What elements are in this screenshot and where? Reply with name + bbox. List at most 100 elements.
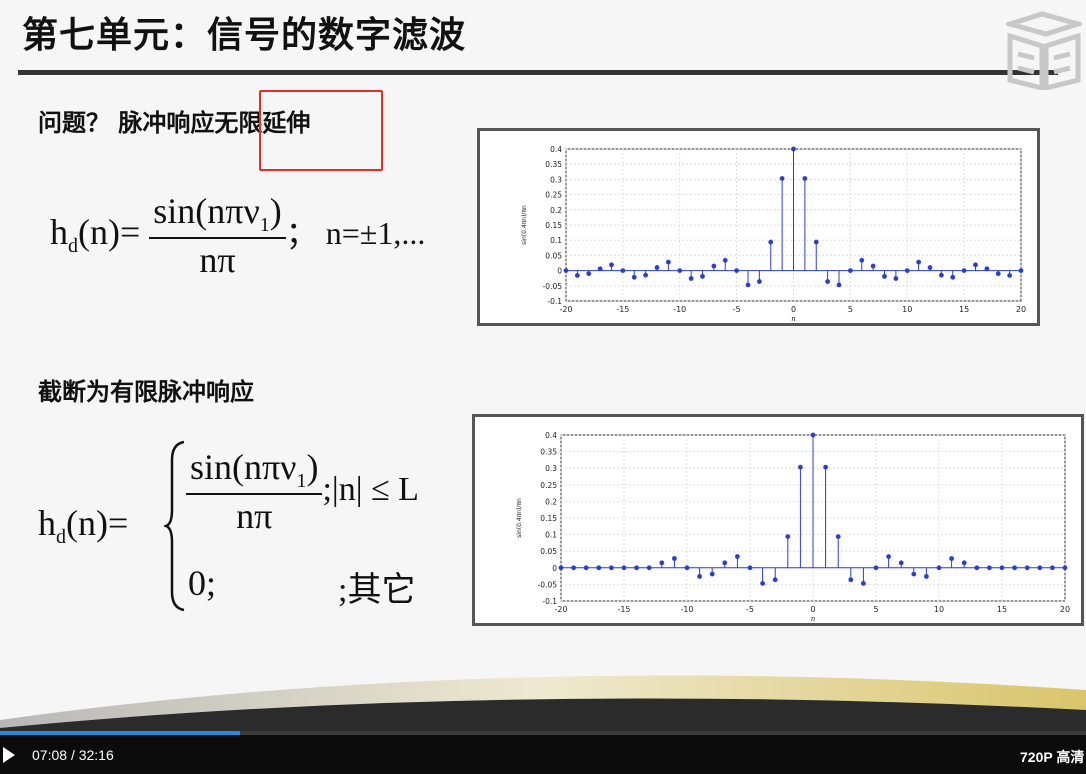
stem-point [927,265,933,270]
play-icon[interactable] [2,746,16,764]
formula1-lhs-arg: (n)= [78,211,141,252]
current-time: 07:08 [32,747,68,763]
x-tick-label: 0 [810,605,815,614]
formula2-lhs-sub: d [56,526,66,548]
stem-point [772,577,778,583]
stem-point [768,239,774,245]
formula2-cond1: ;|n| ≤ L [322,470,419,508]
formula2-zero: 0; [188,563,217,603]
y-tick-label: 0.4 [550,145,562,154]
stem-point [609,262,614,268]
y-tick-label: 0.1 [550,236,562,245]
stem-point [760,581,765,586]
stem-point [836,282,842,288]
stem-point [904,268,910,273]
formula1-num-sub: 1 [259,214,270,236]
x-tick-label: -5 [746,605,754,614]
stem-point [672,556,677,561]
chart-truncated-frame: -20 -15 -10 -5 0 5 10 15 20 0.4 0.35 0.3 0.25 0.2 0.15… [472,414,1084,626]
stem-point [1012,565,1017,571]
stem-point [747,565,753,571]
stem-point [1024,565,1030,571]
stem-point [586,271,592,277]
stem-point [734,268,740,273]
chart-truncated: -20 -15 -10 -5 0 5 10 15 20 0.4 0.35 0.3 0.25 0.2 0.15… [516,431,1070,623]
formula2-num: sin(nπν [190,447,297,487]
stem-point [597,266,603,272]
x-tick-label: 5 [873,605,878,614]
y-tick-label: 0.2 [550,206,562,215]
y-tick-label: 0.05 [545,251,562,260]
stem-point [700,273,705,279]
formula-infinite: hd(n)= sin(nπν1) nπ ； n=±1,... [50,190,425,281]
stem-point [779,176,785,181]
stem-point [654,265,660,270]
left-brace [164,440,185,612]
stem-point [870,263,876,269]
stem-point [974,565,980,571]
x-tick-label: 10 [902,305,912,314]
y-tick-label: -0.05 [543,282,563,291]
player-control-bar [0,731,1086,774]
formula-truncated: hd(n)= sin(nπν1) nπ ;|n| ≤ L 0; ;其它 [38,440,458,620]
stem-point [949,556,954,561]
stem-point [802,176,808,181]
stem-point [911,571,917,577]
stem-point [861,581,866,586]
stem-point [813,239,819,245]
formula2-lhs: h [38,503,56,543]
formula2-num-close: ) [306,447,319,487]
stem-point [1062,565,1068,571]
stem-point [596,565,602,571]
formula2-cond2: ;其它 [338,572,416,609]
y-tick-label: 0.3 [545,464,557,473]
y-tick-label: 0.1 [545,531,557,540]
formula1-num: sin(nπν [153,191,260,231]
book-logo-icon [1006,11,1082,90]
y-tick-label: 0.15 [540,514,557,523]
progress-fill [0,731,240,735]
formula2-den: nπ [186,493,323,537]
formula2-fraction: sin(nπν1) nπ [186,446,323,537]
stem-point [961,268,967,273]
stem-point [893,276,899,281]
formula2-num-sub: 1 [296,470,307,492]
stem-point [634,565,639,571]
y-tick-label: 0.25 [540,481,557,490]
quality-button[interactable]: 720P 高清 [1020,749,1085,765]
x-tick-label: 10 [934,605,944,614]
stem-point [785,534,791,539]
stem-point [848,577,854,583]
stem-point [621,565,627,571]
stem-point [665,259,671,265]
stem-point [646,565,652,571]
x-tick-label: -20 [554,605,567,614]
y-tick-label: 0.25 [545,191,562,200]
formula1-tail: ； n=±1,... [285,214,426,251]
x-tick-label: -10 [673,305,686,314]
stem-point [711,263,717,269]
y-tick-label: 0.05 [540,547,557,556]
stem-point [950,274,956,280]
stem-point [1037,565,1043,571]
formula1-num-close: ) [269,191,282,231]
stem-point [898,560,904,566]
x-axis-label: n [811,615,816,623]
stem-point [563,268,569,273]
stem-point [709,571,715,577]
stem-point [873,565,879,571]
formula1-den: nπ [149,237,286,281]
stem-point [886,554,891,559]
stem-point [984,266,990,272]
progress-track[interactable] [0,731,1086,735]
stem-point [823,464,828,470]
question-text: 问题？ 脉冲响应无限延伸 [38,109,311,137]
stem-point [995,271,1001,277]
chart-infinite-frame: -20 -15 -10 -5 0 5 10 15 20 0.4 0.35 0.3 0.25 0.2 0.15… [477,128,1040,326]
y-tick-label: 0 [552,564,557,573]
stem-point [631,274,637,280]
stem-point [916,259,922,265]
x-tick-label: -10 [680,605,693,614]
formula1-fraction: sin(nπν1) nπ [149,190,286,281]
